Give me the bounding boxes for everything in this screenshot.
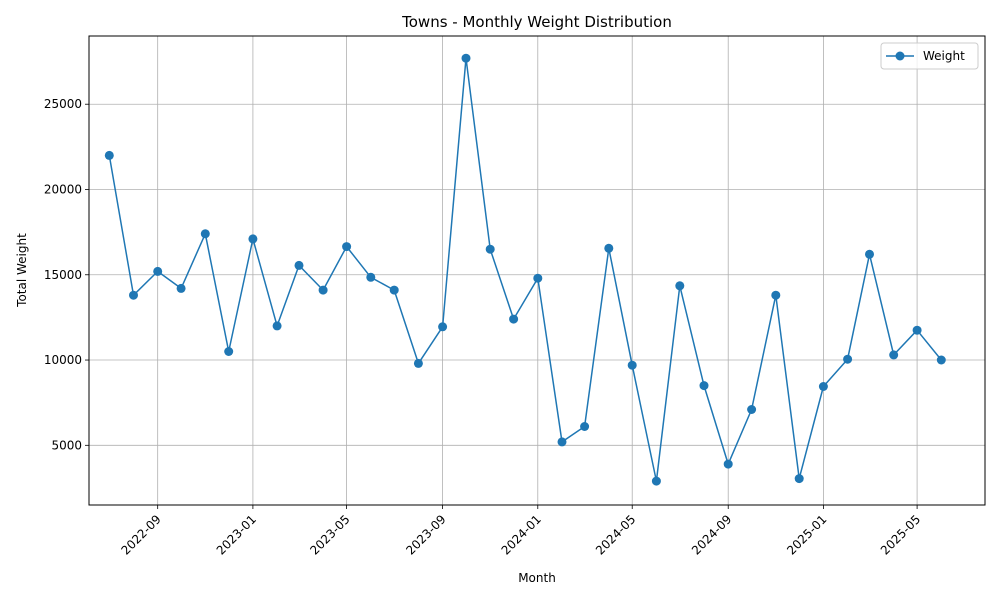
data-point [843,354,853,364]
y-tick-label: 10000 [44,353,82,367]
data-point [747,405,757,414]
data-point [794,474,804,484]
data-point [675,281,685,291]
data-point [865,249,874,259]
data-point [627,360,637,370]
data-point [771,290,781,300]
data-point [651,476,661,486]
data-point [699,381,709,391]
legend-label-weight: Weight [923,49,965,63]
y-tick-label: 25000 [44,97,82,111]
series-layer [104,53,946,486]
data-point [318,285,328,295]
data-point [129,290,138,300]
y-axis: 5000 10000 15000 20000 25000 [44,97,89,452]
data-point [818,382,828,391]
data-point [413,358,423,368]
data-point [723,459,733,469]
y-tick-label: 20000 [44,182,82,196]
data-point [604,243,614,253]
data-point [509,314,519,324]
chart-title: Towns - Monthly Weight Distribution [401,13,672,31]
data-point [272,321,282,331]
data-point [889,350,899,360]
x-axis-label: Month [518,571,556,585]
data-point [389,285,399,295]
data-point [248,234,258,244]
data-point [224,347,234,356]
data-point [342,242,352,252]
plot-frame [88,35,986,506]
legend-marker [895,51,905,61]
data-point [533,273,543,283]
series-line-weight [108,57,942,482]
data-point [176,283,186,293]
grid [89,36,985,505]
data-point [936,355,946,365]
data-point [104,150,114,160]
data-point [461,53,471,63]
data-point [200,229,210,239]
data-point [557,437,567,447]
y-axis-label: Total Weight [15,233,29,308]
data-point [912,325,922,335]
data-point [438,322,448,332]
legend-box [880,42,979,70]
data-point [366,272,376,282]
data-point [294,260,304,270]
y-tick-label: 15000 [44,268,82,282]
y-tick-label: 5000 [51,438,82,452]
data-point [580,422,590,431]
data-point [485,244,495,254]
data-point [153,266,163,276]
legend: Weight [880,42,979,70]
